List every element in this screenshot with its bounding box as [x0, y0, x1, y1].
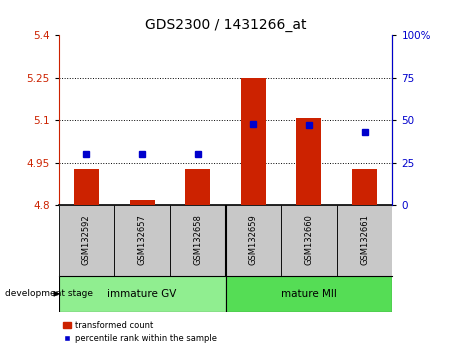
Text: immature GV: immature GV	[107, 289, 177, 299]
Text: GSM132660: GSM132660	[304, 214, 313, 265]
Text: GSM132661: GSM132661	[360, 214, 369, 265]
Bar	[59, 205, 114, 276]
Bar	[74, 169, 99, 205]
Legend: transformed count, percentile rank within the sample: transformed count, percentile rank withi…	[63, 321, 217, 343]
Text: GSM132592: GSM132592	[82, 214, 91, 265]
Bar	[185, 169, 210, 205]
Bar	[226, 276, 392, 312]
Bar	[170, 205, 226, 276]
Text: GSM132659: GSM132659	[249, 214, 258, 265]
Bar	[296, 118, 322, 205]
Bar	[281, 205, 337, 276]
Text: GSM132658: GSM132658	[193, 214, 202, 265]
Bar	[226, 205, 281, 276]
Text: development stage: development stage	[5, 289, 92, 298]
Bar	[129, 200, 155, 205]
Text: mature MII: mature MII	[281, 289, 337, 299]
Bar	[337, 205, 392, 276]
Text: GSM132657: GSM132657	[138, 214, 147, 265]
Bar	[352, 169, 377, 205]
Bar	[59, 276, 226, 312]
Title: GDS2300 / 1431266_at: GDS2300 / 1431266_at	[145, 18, 306, 32]
Bar	[114, 205, 170, 276]
Bar	[241, 78, 266, 205]
